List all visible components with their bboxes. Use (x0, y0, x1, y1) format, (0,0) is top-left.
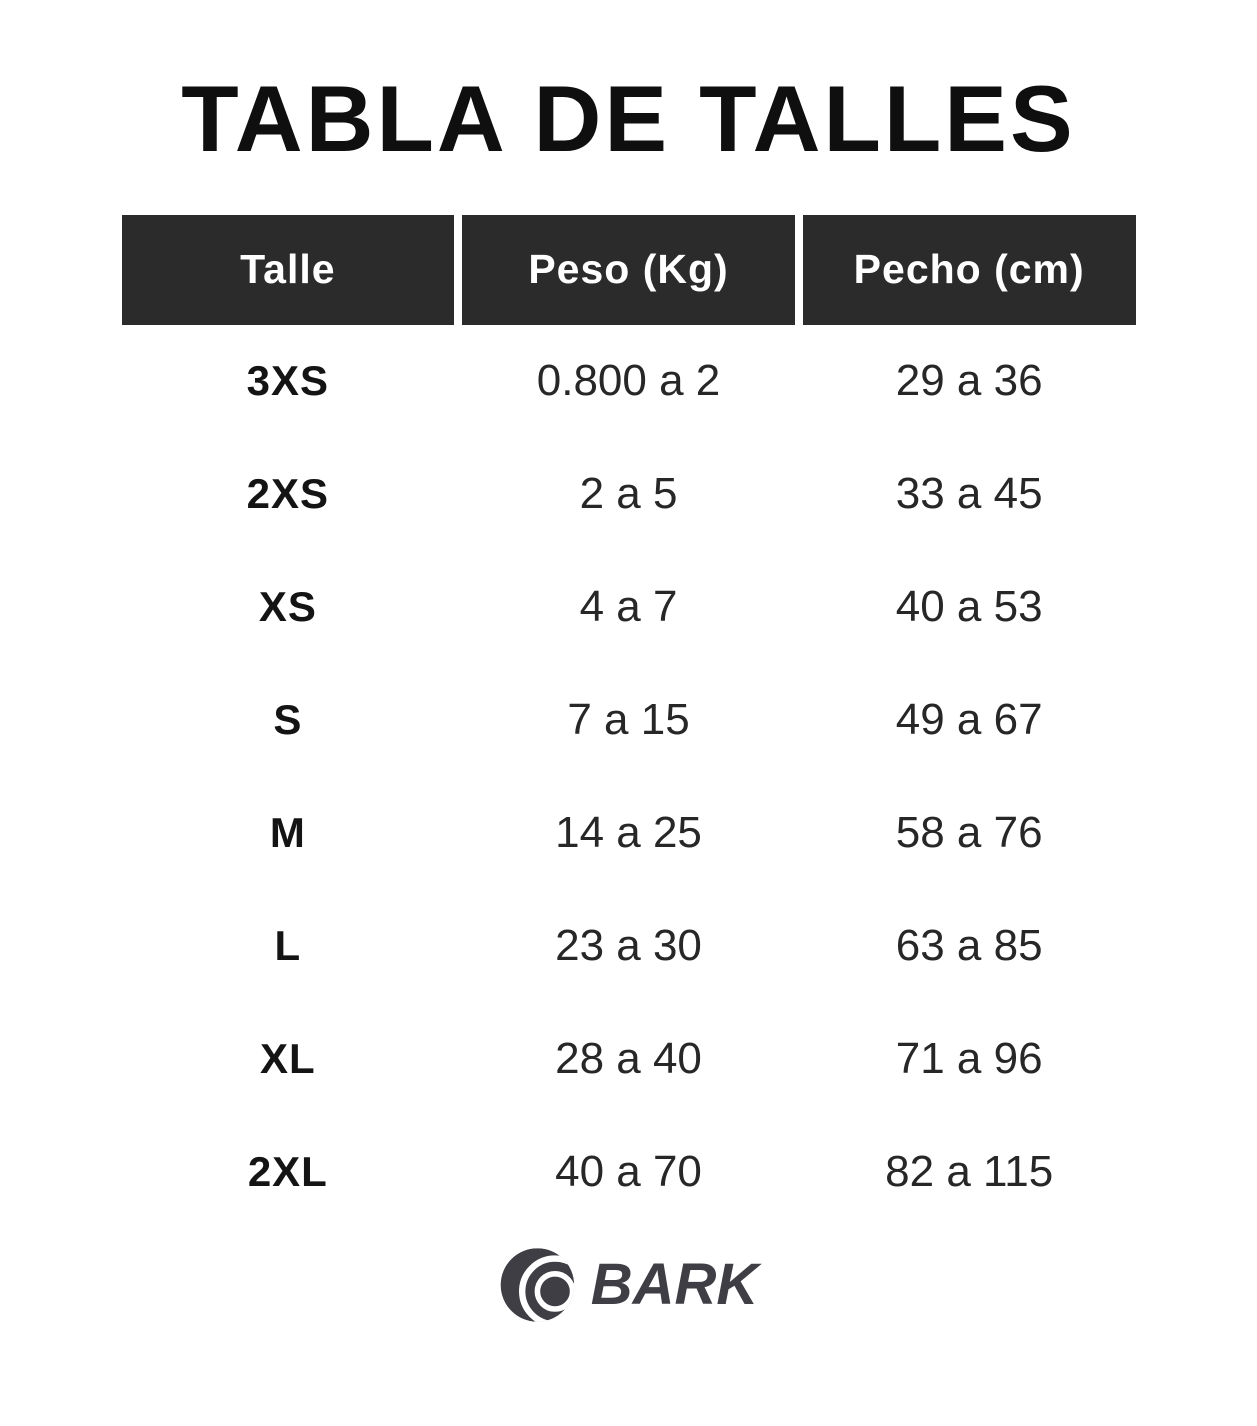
table-row: XS 4 a 7 40 a 53 (122, 551, 1136, 664)
table-row: 2XS 2 a 5 33 a 45 (122, 438, 1136, 551)
brand-name: BARK (590, 1252, 759, 1318)
size-chart-page: TABLA DE TALLES Talle Peso (Kg) Pecho (c… (0, 66, 1257, 1426)
size-cell: M (269, 809, 306, 857)
size-table: Talle Peso (Kg) Pecho (cm) 3XS 0.800 a 2… (121, 214, 1136, 1229)
peso-cell: 7 a 15 (567, 695, 690, 745)
pecho-cell: 82 a 115 (885, 1147, 1054, 1197)
size-cell: 2XS (246, 470, 330, 518)
size-cell: XL (260, 1035, 316, 1083)
size-cell: 3XS (246, 357, 330, 405)
peso-cell: 23 a 30 (555, 921, 702, 971)
size-cell: XS (258, 583, 317, 631)
column-header-talle: Talle (121, 214, 455, 325)
peso-cell: 0.800 a 2 (536, 356, 721, 406)
pecho-cell: 29 a 36 (895, 356, 1043, 406)
table-row: 3XS 0.800 a 2 29 a 36 (122, 325, 1136, 438)
table-row: S 7 a 15 49 a 67 (122, 664, 1136, 777)
pecho-cell: 40 a 53 (895, 582, 1043, 632)
peso-cell: 28 a 40 (555, 1034, 702, 1084)
pecho-cell: 63 a 85 (895, 921, 1043, 971)
table-row: XL 28 a 40 71 a 96 (122, 1003, 1136, 1116)
column-header-peso: Peso (Kg) (462, 214, 795, 325)
table-row: M 14 a 25 58 a 76 (122, 777, 1136, 890)
page-title: TABLA DE TALLES (181, 66, 1076, 171)
size-cell: L (274, 922, 302, 970)
peso-cell: 2 a 5 (579, 469, 678, 519)
peso-cell: 40 a 70 (555, 1147, 702, 1197)
pecho-cell: 33 a 45 (895, 469, 1043, 519)
pecho-cell: 71 a 96 (895, 1034, 1043, 1084)
table-body: 3XS 0.800 a 2 29 a 36 2XS 2 a 5 33 a 45 … (122, 325, 1136, 1229)
column-header-pecho: Pecho (cm) (802, 214, 1136, 325)
table-row: 2XL 40 a 70 82 a 115 (122, 1116, 1136, 1229)
pecho-cell: 49 a 67 (895, 695, 1043, 745)
size-cell: S (273, 696, 303, 744)
table-row: L 23 a 30 63 a 85 (122, 890, 1136, 1003)
size-cell: 2XL (247, 1148, 328, 1196)
pecho-cell: 58 a 76 (895, 808, 1043, 858)
brand-logo: BARK (0, 1245, 1257, 1325)
table-header: Talle Peso (Kg) Pecho (cm) (121, 214, 1136, 325)
peso-cell: 4 a 7 (579, 582, 678, 632)
bark-circle-waves-icon (500, 1247, 574, 1322)
peso-cell: 14 a 25 (555, 808, 702, 858)
